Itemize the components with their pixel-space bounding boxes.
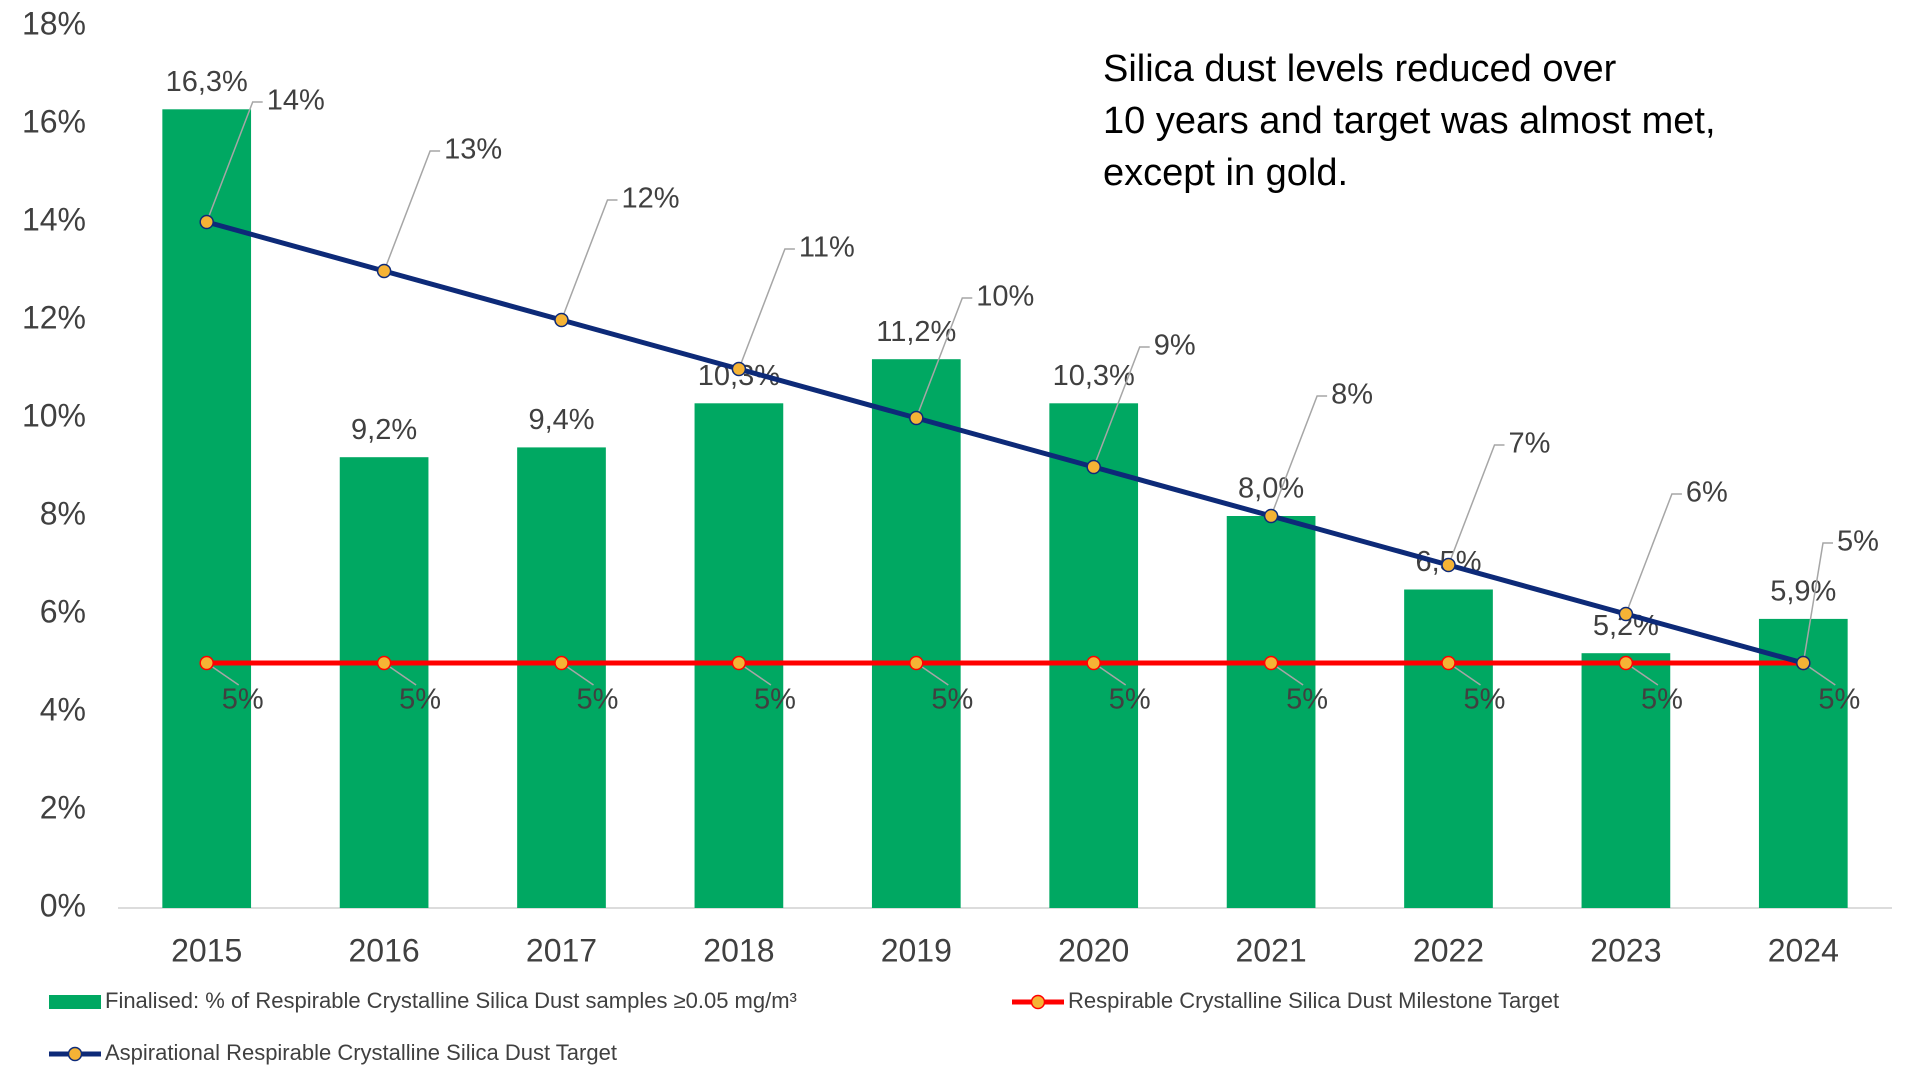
line-value-label: 5%	[222, 684, 264, 716]
bar	[1581, 653, 1671, 908]
line-value-label: 13%	[444, 134, 502, 166]
line-marker	[731, 361, 747, 377]
line-marker	[1086, 655, 1101, 671]
legend-swatch	[49, 995, 101, 1009]
line-marker	[909, 410, 924, 426]
x-tick-label: 2016	[349, 932, 420, 968]
line-value-label: 5%	[1464, 684, 1506, 716]
leader-line	[738, 248, 795, 370]
line-value-label: 10%	[976, 281, 1034, 313]
y-tick-label: 2%	[40, 789, 86, 825]
y-tick-label: 14%	[22, 201, 86, 237]
x-tick-label: 2017	[526, 932, 597, 968]
line-value-label: 7%	[1509, 428, 1551, 460]
line-value-label: 8%	[1331, 379, 1373, 411]
legend-label: Finalised: % of Respirable Crystalline S…	[105, 988, 797, 1013]
bar	[517, 447, 606, 908]
line-marker	[1441, 655, 1456, 671]
y-tick-label: 10%	[22, 397, 86, 433]
y-tick-label: 6%	[40, 593, 86, 629]
line-marker	[199, 655, 214, 671]
y-tick-label: 16%	[22, 103, 86, 139]
annotation: 10 years and target was almost met,	[1103, 100, 1716, 142]
leader-line	[1270, 395, 1328, 517]
line-marker	[909, 655, 924, 671]
leader-line	[1802, 542, 1833, 664]
line-value-label: 5%	[931, 684, 973, 716]
bar-value-label: 11,2%	[876, 316, 956, 348]
y-tick-label: 4%	[40, 691, 86, 727]
line-marker	[554, 312, 569, 328]
bar-value-label: 10,3%	[1053, 360, 1135, 392]
x-tick-label: 2019	[881, 932, 952, 968]
line-marker	[1618, 606, 1634, 622]
y-tick-label: 18%	[22, 5, 86, 41]
line-marker	[1796, 655, 1811, 671]
bar-value-label: 8,0%	[1238, 473, 1304, 505]
bar-value-label: 9,4%	[528, 404, 594, 436]
bar	[162, 109, 252, 909]
annotation: except in gold.	[1103, 152, 1348, 194]
line-marker	[376, 655, 392, 671]
leader-line	[1092, 346, 1150, 468]
leader-line	[1625, 493, 1682, 615]
y-tick-label: 0%	[40, 887, 86, 923]
line-value-label: 14%	[267, 85, 325, 117]
leader-line	[560, 199, 618, 321]
bar	[1049, 403, 1139, 908]
bar	[694, 403, 784, 908]
line-value-label: 5%	[1641, 684, 1683, 716]
line	[206, 219, 1804, 666]
line-value-label: 9%	[1154, 330, 1196, 362]
bar	[1226, 516, 1316, 908]
line-value-label: 12%	[622, 183, 680, 215]
line-value-label: 5%	[1109, 684, 1151, 716]
x-tick-label: 2021	[1236, 932, 1307, 968]
line-marker	[1618, 655, 1634, 671]
bar-value-label: 9,2%	[351, 414, 417, 446]
bar-value-label: 16,3%	[166, 66, 248, 98]
leader-line	[383, 150, 441, 272]
line-value-label: 5%	[1837, 526, 1879, 558]
leader-line	[1447, 444, 1505, 566]
x-tick-label: 2023	[1590, 932, 1661, 968]
line-marker	[1441, 557, 1456, 573]
line-value-label: 5%	[754, 684, 796, 716]
bar	[1404, 589, 1493, 908]
x-tick-label: 2020	[1058, 932, 1129, 968]
legend-marker	[67, 1046, 83, 1062]
line-marker	[376, 263, 392, 279]
bar	[339, 457, 429, 908]
y-tick-label: 12%	[22, 299, 86, 335]
line-value-label: 5%	[1286, 684, 1328, 716]
line-marker	[1263, 508, 1279, 524]
annotation: Silica dust levels reduced over	[1103, 48, 1617, 90]
legend-marker	[1030, 994, 1046, 1010]
line-marker	[554, 655, 569, 671]
line-value-label: 5%	[577, 684, 619, 716]
y-tick-label: 8%	[40, 495, 86, 531]
line-value-label: 6%	[1686, 477, 1728, 509]
x-tick-label: 2022	[1413, 932, 1484, 968]
bar	[871, 359, 961, 908]
line-value-label: 5%	[399, 684, 441, 716]
line-value-label: 5%	[1818, 684, 1860, 716]
x-tick-label: 2024	[1768, 932, 1839, 968]
bar-value-label: 5,9%	[1770, 576, 1836, 608]
line-marker	[731, 655, 747, 671]
legend-label: Respirable Crystalline Silica Dust Miles…	[1068, 988, 1559, 1013]
x-tick-label: 2015	[171, 932, 242, 968]
line-value-label: 11%	[799, 232, 855, 264]
line-marker	[199, 214, 214, 230]
leader-line	[205, 101, 263, 223]
legend-label: Aspirational Respirable Crystalline Sili…	[105, 1040, 617, 1065]
line-marker	[1086, 459, 1101, 475]
leader-line	[915, 297, 973, 419]
x-tick-label: 2018	[703, 932, 774, 968]
line-marker	[1263, 655, 1279, 671]
